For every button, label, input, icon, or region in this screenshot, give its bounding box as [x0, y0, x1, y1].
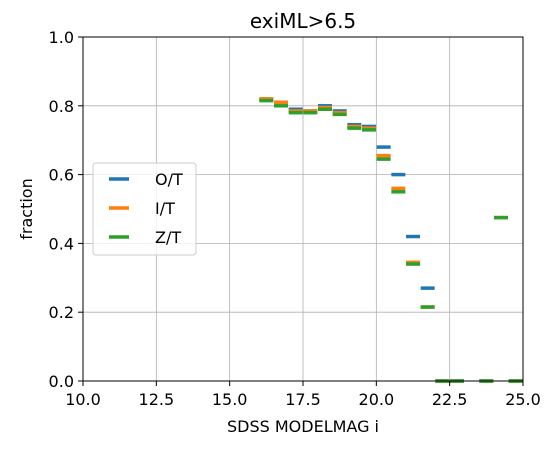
y-tick-label: 1.0	[49, 28, 74, 47]
x-tick-label: 10.0	[65, 390, 101, 409]
y-tick-label: 0.8	[49, 97, 74, 116]
x-tick-label: 17.5	[285, 390, 321, 409]
x-tick-label: 25.0	[505, 390, 541, 409]
legend: O/T I/T Z/T	[92, 162, 197, 256]
x-tick-label: 15.0	[212, 390, 248, 409]
x-axis-ticks: 10.0 12.5 15.0 17.5 20.0 22.5 25.0	[65, 381, 541, 409]
y-axis-ticks: 0.0 0.2 0.4 0.6 0.8 1.0	[49, 28, 83, 391]
y-axis-label: fraction	[17, 178, 36, 239]
legend-label: O/T	[155, 170, 183, 189]
chart-title: exiML>6.5	[250, 9, 356, 33]
legend-label: Z/T	[155, 228, 181, 247]
legend-box	[92, 162, 197, 256]
y-tick-label: 0.0	[49, 372, 74, 391]
x-tick-label: 20.0	[359, 390, 395, 409]
x-tick-label: 22.5	[432, 390, 468, 409]
x-tick-label: 12.5	[139, 390, 175, 409]
y-tick-label: 0.6	[49, 166, 74, 185]
y-tick-label: 0.4	[49, 234, 74, 253]
x-axis-label: SDSS MODELMAG i	[227, 417, 379, 436]
legend-label: I/T	[155, 199, 175, 218]
y-tick-label: 0.2	[49, 303, 74, 322]
